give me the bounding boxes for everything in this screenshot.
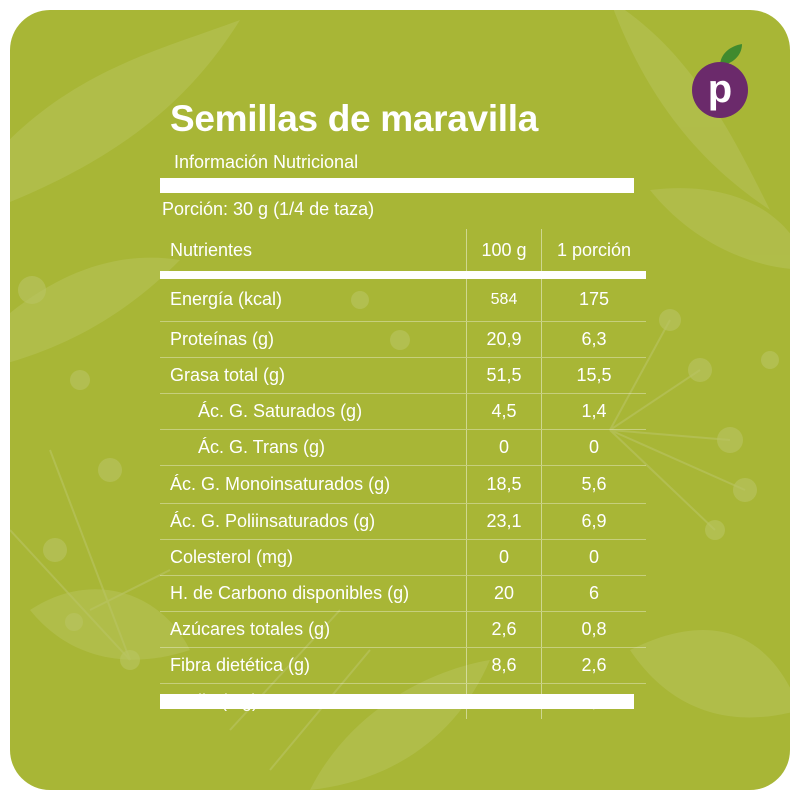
table-row: Ác. G. Trans (g) 0 0 xyxy=(160,429,646,466)
value-portion: 0 xyxy=(541,429,646,466)
value-100g: 51,5 xyxy=(466,357,542,394)
table-row: Fibra dietética (g) 8,6 2,6 xyxy=(160,647,646,684)
logo-letter: p xyxy=(708,67,732,111)
value-portion: 1,4 xyxy=(541,393,646,430)
value-100g: 0 xyxy=(466,429,542,466)
header-nutrients: Nutrientes xyxy=(170,239,253,260)
header-per-portion: 1 porción xyxy=(541,229,646,271)
value-portion: 5,6 xyxy=(541,465,646,504)
value-portion: 0 xyxy=(541,539,646,576)
value-portion: 6 xyxy=(541,575,646,612)
nutrient-name: Proteínas (g) xyxy=(160,321,467,358)
table-row: Azúcares totales (g) 2,6 0,8 xyxy=(160,611,646,648)
table-row: Grasa total (g) 51,5 15,5 xyxy=(160,357,646,394)
value-portion: 6,9 xyxy=(541,503,646,540)
leaf-icon xyxy=(720,44,742,66)
value-100g: 20,9 xyxy=(466,321,542,358)
section-subtitle: Información Nutricional xyxy=(174,152,359,172)
nutrient-name: Grasa total (g) xyxy=(160,357,467,394)
table-row: Proteínas (g) 20,9 6,3 xyxy=(160,321,646,358)
nutrient-name: Energía (kcal) xyxy=(160,279,467,322)
nutrient-name: H. de Carbono disponibles (g) xyxy=(160,575,467,612)
p-plum-icon: p xyxy=(692,44,748,118)
nutrient-name: Ác. G. Trans (g) xyxy=(160,429,467,466)
table-row: Energía (kcal) 584 175 xyxy=(160,279,646,322)
value-100g: 23,1 xyxy=(466,503,542,540)
table-header-row: Nutrientes 100 g 1 porción xyxy=(160,229,646,271)
value-100g: 8,6 xyxy=(466,647,542,684)
botanical-background xyxy=(10,10,790,790)
table-row: H. de Carbono disponibles (g) 20 6 xyxy=(160,575,646,612)
nutrient-name: Ác. G. Saturados (g) xyxy=(160,393,467,430)
bottom-rule xyxy=(160,694,634,709)
nutrition-table: Nutrientes 100 g 1 porción Energía (kcal… xyxy=(160,229,646,719)
value-100g: 18,5 xyxy=(466,465,542,504)
value-portion: 2,6 xyxy=(541,647,646,684)
nutrient-name: Ác. G. Poliinsaturados (g) xyxy=(160,503,467,540)
value-100g: 20 xyxy=(466,575,542,612)
value-portion: 175 xyxy=(541,279,646,322)
value-100g: 4,5 xyxy=(466,393,542,430)
nutrient-name: Fibra dietética (g) xyxy=(160,647,467,684)
table-row: Ác. G. Poliinsaturados (g) 23,1 6,9 xyxy=(160,503,646,540)
table-row: Ác. G. Saturados (g) 4,5 1,4 xyxy=(160,393,646,430)
top-rule xyxy=(160,178,634,193)
nutrient-name: Azúcares totales (g) xyxy=(160,611,467,648)
value-portion: 6,3 xyxy=(541,321,646,358)
nutrient-name: Ác. G. Monoinsaturados (g) xyxy=(160,465,467,504)
header-separator xyxy=(160,271,646,279)
value-portion: 0,8 xyxy=(541,611,646,648)
value-100g: 0 xyxy=(466,539,542,576)
value-portion: 15,5 xyxy=(541,357,646,394)
table-row: Ác. G. Monoinsaturados (g) 18,5 5,6 xyxy=(160,465,646,504)
nutrient-name: Colesterol (mg) xyxy=(160,539,467,576)
value-100g: 584 xyxy=(466,279,542,322)
header-per-100g: 100 g xyxy=(466,229,542,271)
portion-size: Porción: 30 g (1/4 de taza) xyxy=(162,199,375,219)
table-row: Colesterol (mg) 0 0 xyxy=(160,539,646,576)
product-title: Semillas de maravilla xyxy=(170,98,539,139)
value-100g: 2,6 xyxy=(466,611,542,648)
